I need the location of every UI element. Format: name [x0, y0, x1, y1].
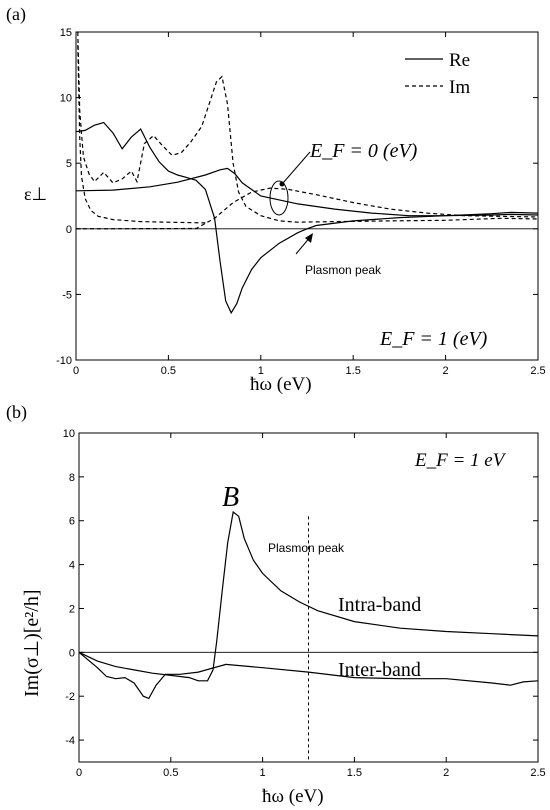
annotation-plasmon-a: Plasmon peak — [305, 263, 382, 277]
panel-a-series — [75, 31, 539, 315]
annotation-ef-b: E_F = 1 eV — [414, 450, 507, 471]
x-tick-label: 1 — [260, 767, 266, 779]
panel-b-frame — [78, 432, 539, 763]
y-tick-label: 6 — [69, 516, 75, 528]
annotation-inter: Inter-band — [338, 659, 421, 681]
annotation-ef0: E_F = 0 (eV) — [309, 140, 418, 162]
y-tick-label: -4 — [65, 735, 75, 747]
series-line-a-4 — [77, 45, 206, 224]
x-tick-label: 1.5 — [347, 767, 362, 779]
y-tick-label: 4 — [69, 560, 75, 572]
panel-a-xlabel: ħω (eV) — [250, 374, 312, 395]
y-tick-label: 5 — [66, 158, 72, 170]
series-line-b-0 — [78, 510, 539, 682]
plasmon-arrow-head — [305, 233, 313, 243]
x-tick-label: 2 — [443, 365, 449, 377]
legend-im-label: Im — [449, 77, 470, 98]
y-tick-label: 10 — [63, 428, 75, 440]
series-line-a-1 — [77, 31, 539, 223]
y-tick-label: -10 — [56, 355, 72, 367]
series-line-a-0 — [75, 121, 539, 315]
y-tick-label: 0 — [66, 224, 72, 236]
y-tick-label: 8 — [69, 472, 75, 484]
annotation-ef0-leader — [282, 151, 311, 184]
annotation-plasmon-b: Plasmon peak — [268, 541, 345, 555]
annotation-intra: Intra-band — [338, 594, 421, 616]
series-line-a-3 — [75, 187, 539, 230]
panel-b-ylabel: Im(σ⊥)[e²/h] — [21, 590, 43, 698]
x-tick-label: 2 — [443, 767, 449, 779]
panel-b-series — [78, 510, 539, 700]
panel-a-ticks: 0 0.5 1 1.5 2 2.5 -10 -5 0 5 10 15 — [56, 27, 546, 377]
x-tick-label: 1 — [258, 365, 264, 377]
series-line-b-1 — [78, 651, 539, 700]
panel-a-frame — [75, 31, 539, 361]
x-tick-label: 1.5 — [346, 365, 361, 377]
y-tick-label: 10 — [60, 93, 72, 105]
annotation-ef1: E_F = 1 (eV) — [379, 328, 488, 350]
y-tick-label: 2 — [69, 603, 75, 615]
x-tick-label: 2.5 — [530, 365, 545, 377]
x-tick-label: 0 — [73, 365, 79, 377]
y-tick-label: 0 — [69, 647, 75, 659]
legend-re-label: Re — [449, 50, 470, 71]
panel-b: (b) 0 0.5 1 1.5 2 2.5 -4 -2 0 2 4 6 8 10 E_F = 1 eV B… — [6, 402, 546, 807]
panel-a-ylabel: ε⊥ — [24, 184, 47, 204]
y-tick-label: -2 — [65, 691, 75, 703]
panel-a: (a) 0 0.5 1 1.5 2 2.5 -10 -5 0 5 10 15 Re Im E_F = … — [6, 4, 546, 395]
series-line-a-2 — [75, 167, 539, 217]
panel-a-label: (a) — [6, 4, 26, 25]
x-tick-label: 2.5 — [530, 767, 545, 779]
panel-a-legend: Re Im — [405, 50, 470, 98]
panel-b-ticks: 0 0.5 1 1.5 2 2.5 -4 -2 0 2 4 6 8 10 — [63, 428, 546, 779]
x-tick-label: 0 — [76, 767, 82, 779]
panel-b-xlabel: ħω (eV) — [262, 786, 324, 807]
panel-b-label: (b) — [6, 402, 27, 423]
x-tick-label: 0.5 — [163, 767, 178, 779]
y-tick-label: 15 — [60, 27, 72, 39]
annotation-peak-b: B — [222, 482, 239, 513]
x-tick-label: 0.5 — [161, 365, 176, 377]
annotation-ef0-ellipse — [269, 180, 289, 216]
y-tick-label: -5 — [62, 289, 72, 301]
